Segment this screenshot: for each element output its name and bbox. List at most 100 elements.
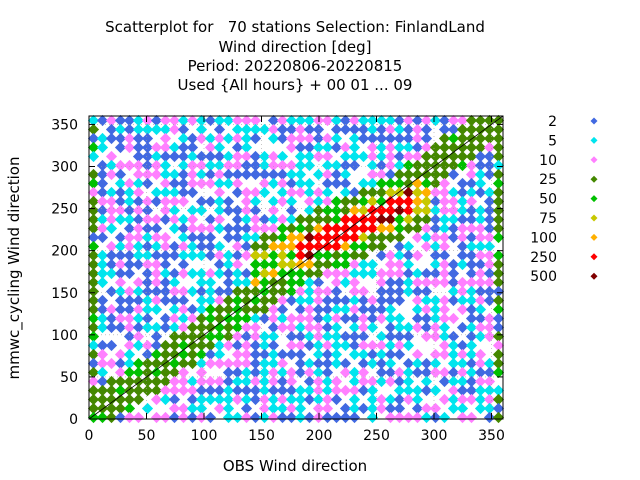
density-cell <box>213 303 226 316</box>
density-cell <box>96 312 109 325</box>
density-cell <box>294 384 307 397</box>
density-cell <box>339 339 352 352</box>
density-cell <box>429 312 442 325</box>
density-cell <box>438 150 451 163</box>
density-cell <box>132 186 145 199</box>
density-cell <box>312 285 325 298</box>
density-cell <box>402 384 415 397</box>
density-cell <box>177 141 190 154</box>
density-cell <box>204 177 217 190</box>
density-cell <box>438 114 451 127</box>
density-cell <box>222 222 235 235</box>
density-cell <box>483 294 496 307</box>
x-tick-label: 100 <box>191 428 218 444</box>
density-cell <box>141 357 154 370</box>
density-cell <box>447 213 460 226</box>
density-cell <box>240 231 253 244</box>
density-cell <box>393 312 406 325</box>
density-cell <box>159 348 172 361</box>
density-cell <box>240 357 253 370</box>
density-cell <box>303 204 316 217</box>
density-cell <box>150 411 163 424</box>
density-cell <box>231 294 244 307</box>
density-cell <box>348 393 361 406</box>
density-cell <box>339 276 352 289</box>
density-cell <box>258 366 271 379</box>
density-cell <box>321 213 334 226</box>
y-tick-label: 100 <box>51 328 78 344</box>
density-cell <box>249 213 262 226</box>
density-cell <box>267 213 280 226</box>
density-cell <box>321 348 334 361</box>
density-cell <box>312 384 325 397</box>
density-cell <box>213 123 226 136</box>
density-cell <box>420 276 433 289</box>
density-cell <box>366 231 379 244</box>
density-cell <box>420 267 433 280</box>
density-cell <box>294 411 307 424</box>
density-cell <box>204 168 217 181</box>
density-cell <box>87 195 100 208</box>
density-cell <box>240 123 253 136</box>
density-cell <box>177 123 190 136</box>
density-cell <box>411 267 424 280</box>
density-cell <box>330 411 343 424</box>
density-cell <box>240 204 253 217</box>
density-cell <box>312 132 325 145</box>
density-cell <box>339 195 352 208</box>
density-cell <box>132 366 145 379</box>
density-cell <box>276 312 289 325</box>
density-cell <box>294 150 307 163</box>
density-cell <box>96 411 109 424</box>
density-cell <box>231 384 244 397</box>
density-cell <box>96 231 109 244</box>
density-cell <box>312 186 325 199</box>
density-cell <box>456 339 469 352</box>
density-cell <box>222 204 235 217</box>
legend-marker <box>590 117 598 125</box>
density-cell <box>294 303 307 316</box>
density-cell <box>213 294 226 307</box>
density-cell <box>267 123 280 136</box>
density-cell <box>474 177 487 190</box>
density-cell <box>402 141 415 154</box>
density-cell <box>96 366 109 379</box>
density-cell <box>447 150 460 163</box>
density-cell <box>249 312 262 325</box>
density-cell <box>294 312 307 325</box>
density-cell <box>231 393 244 406</box>
density-cell <box>330 249 343 262</box>
density-cell <box>105 249 118 262</box>
density-cell <box>357 258 370 271</box>
density-cell <box>312 357 325 370</box>
density-cell <box>222 402 235 415</box>
density-cell <box>474 150 487 163</box>
density-cell <box>141 267 154 280</box>
density-cell <box>231 132 244 145</box>
density-cell <box>231 204 244 217</box>
density-cell <box>222 159 235 172</box>
density-cell <box>294 114 307 127</box>
density-cell <box>150 339 163 352</box>
density-cell <box>447 366 460 379</box>
density-cell <box>339 114 352 127</box>
density-cell <box>213 267 226 280</box>
density-cell <box>87 132 100 145</box>
density-cell <box>213 348 226 361</box>
density-cell <box>492 294 505 307</box>
density-cell <box>87 339 100 352</box>
density-cell <box>384 231 397 244</box>
density-cell <box>438 222 451 235</box>
density-cell <box>411 222 424 235</box>
density-cell <box>339 213 352 226</box>
density-cell <box>249 330 262 343</box>
density-cell <box>393 177 406 190</box>
density-cell <box>339 123 352 136</box>
density-cell <box>492 177 505 190</box>
density-cell <box>303 303 316 316</box>
density-cell <box>393 339 406 352</box>
density-cell <box>213 330 226 343</box>
density-cell <box>438 141 451 154</box>
density-cell <box>150 123 163 136</box>
density-cell <box>393 267 406 280</box>
